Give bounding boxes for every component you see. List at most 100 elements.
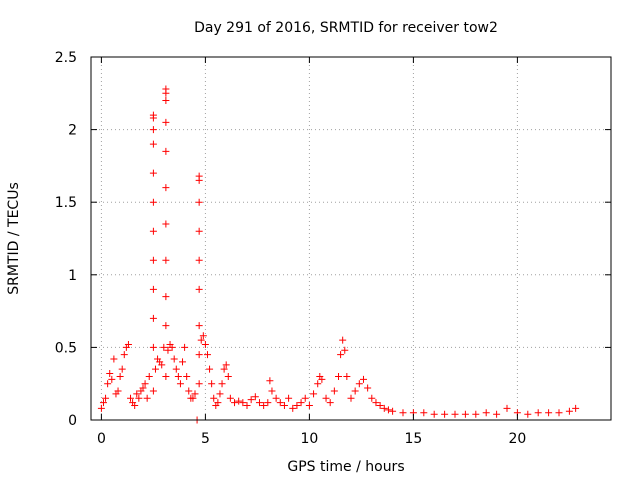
- data-point: [572, 404, 580, 412]
- data-point: [195, 285, 203, 293]
- data-point: [172, 365, 180, 373]
- data-point: [168, 343, 176, 351]
- data-point: [235, 397, 243, 405]
- data-point: [179, 358, 187, 366]
- data-point: [534, 409, 542, 417]
- data-point: [380, 404, 388, 412]
- data-point: [162, 220, 170, 228]
- data-point: [170, 355, 178, 363]
- x-tick-label: 20: [508, 431, 526, 447]
- axis-ticks: 0 5 10 15 20 0 0.5 1 1.5 2 2.5: [55, 50, 611, 447]
- data-point: [191, 390, 199, 398]
- data-point: [114, 387, 122, 395]
- data-point: [341, 346, 349, 354]
- data-point: [174, 372, 182, 380]
- data-point: [524, 410, 532, 418]
- data-point: [149, 111, 157, 119]
- data-point: [339, 336, 347, 344]
- data-point: [451, 410, 459, 418]
- data-point: [164, 346, 172, 354]
- data-point: [343, 372, 351, 380]
- data-point: [110, 355, 118, 363]
- data-point: [149, 285, 157, 293]
- data-point: [482, 409, 490, 417]
- x-axis-label: GPS time / hours: [287, 459, 404, 475]
- data-point: [214, 399, 222, 407]
- data-point: [314, 380, 322, 388]
- data-point: [359, 375, 367, 383]
- data-point: [472, 410, 480, 418]
- y-axis-label: SRMTID / TECUs: [6, 182, 22, 295]
- data-points: [97, 85, 580, 424]
- chart-title: Day 291 of 2016, SRMTID for receiver tow…: [194, 20, 498, 36]
- data-point: [149, 169, 157, 177]
- y-tick-label: 2.5: [55, 50, 77, 66]
- x-tick-label: 15: [404, 431, 422, 447]
- data-point: [420, 409, 428, 417]
- data-point: [222, 361, 230, 369]
- data-point: [355, 380, 363, 388]
- data-point: [195, 380, 203, 388]
- data-point: [565, 407, 573, 415]
- data-point: [206, 365, 214, 373]
- data-point: [266, 377, 274, 385]
- y-tick-label: 1: [68, 268, 77, 284]
- data-point: [135, 394, 143, 402]
- data-point: [247, 396, 255, 404]
- data-point: [162, 97, 170, 105]
- data-point: [351, 387, 359, 395]
- data-point: [218, 380, 226, 388]
- data-point: [197, 336, 205, 344]
- data-point: [364, 384, 372, 392]
- data-point: [158, 361, 166, 369]
- data-point: [285, 394, 293, 402]
- data-point: [149, 227, 157, 235]
- data-point: [289, 404, 297, 412]
- data-point: [224, 372, 232, 380]
- data-point: [149, 387, 157, 395]
- x-tick-label: 0: [97, 431, 106, 447]
- data-point: [162, 322, 170, 330]
- data-point: [145, 372, 153, 380]
- y-tick-label: 1.5: [55, 195, 77, 211]
- data-point: [133, 390, 141, 398]
- data-point: [149, 126, 157, 134]
- data-point: [176, 380, 184, 388]
- data-point: [162, 256, 170, 264]
- plot-frame: [90, 56, 612, 421]
- data-point: [220, 365, 228, 373]
- data-point: [201, 340, 209, 348]
- data-point: [260, 401, 268, 409]
- data-point: [162, 184, 170, 192]
- data-point: [199, 332, 207, 340]
- data-point: [181, 343, 189, 351]
- data-point: [97, 404, 105, 412]
- data-point: [461, 410, 469, 418]
- data-point: [330, 387, 338, 395]
- data-point: [162, 85, 170, 93]
- data-point: [195, 172, 203, 180]
- data-point: [149, 198, 157, 206]
- data-point: [226, 394, 234, 402]
- data-point: [326, 399, 334, 407]
- data-point: [99, 399, 107, 407]
- data-point: [305, 401, 313, 409]
- data-point: [210, 394, 218, 402]
- data-point: [139, 384, 147, 392]
- data-point: [251, 393, 259, 401]
- data-point: [149, 343, 157, 351]
- data-point: [108, 375, 116, 383]
- data-point: [162, 293, 170, 301]
- data-point: [301, 394, 309, 402]
- data-point: [189, 394, 197, 402]
- data-point: [337, 351, 345, 359]
- data-point: [441, 410, 449, 418]
- data-point: [124, 340, 132, 348]
- data-point: [162, 147, 170, 155]
- data-point: [131, 401, 139, 409]
- data-point: [272, 394, 280, 402]
- data-point: [264, 399, 272, 407]
- data-point: [195, 227, 203, 235]
